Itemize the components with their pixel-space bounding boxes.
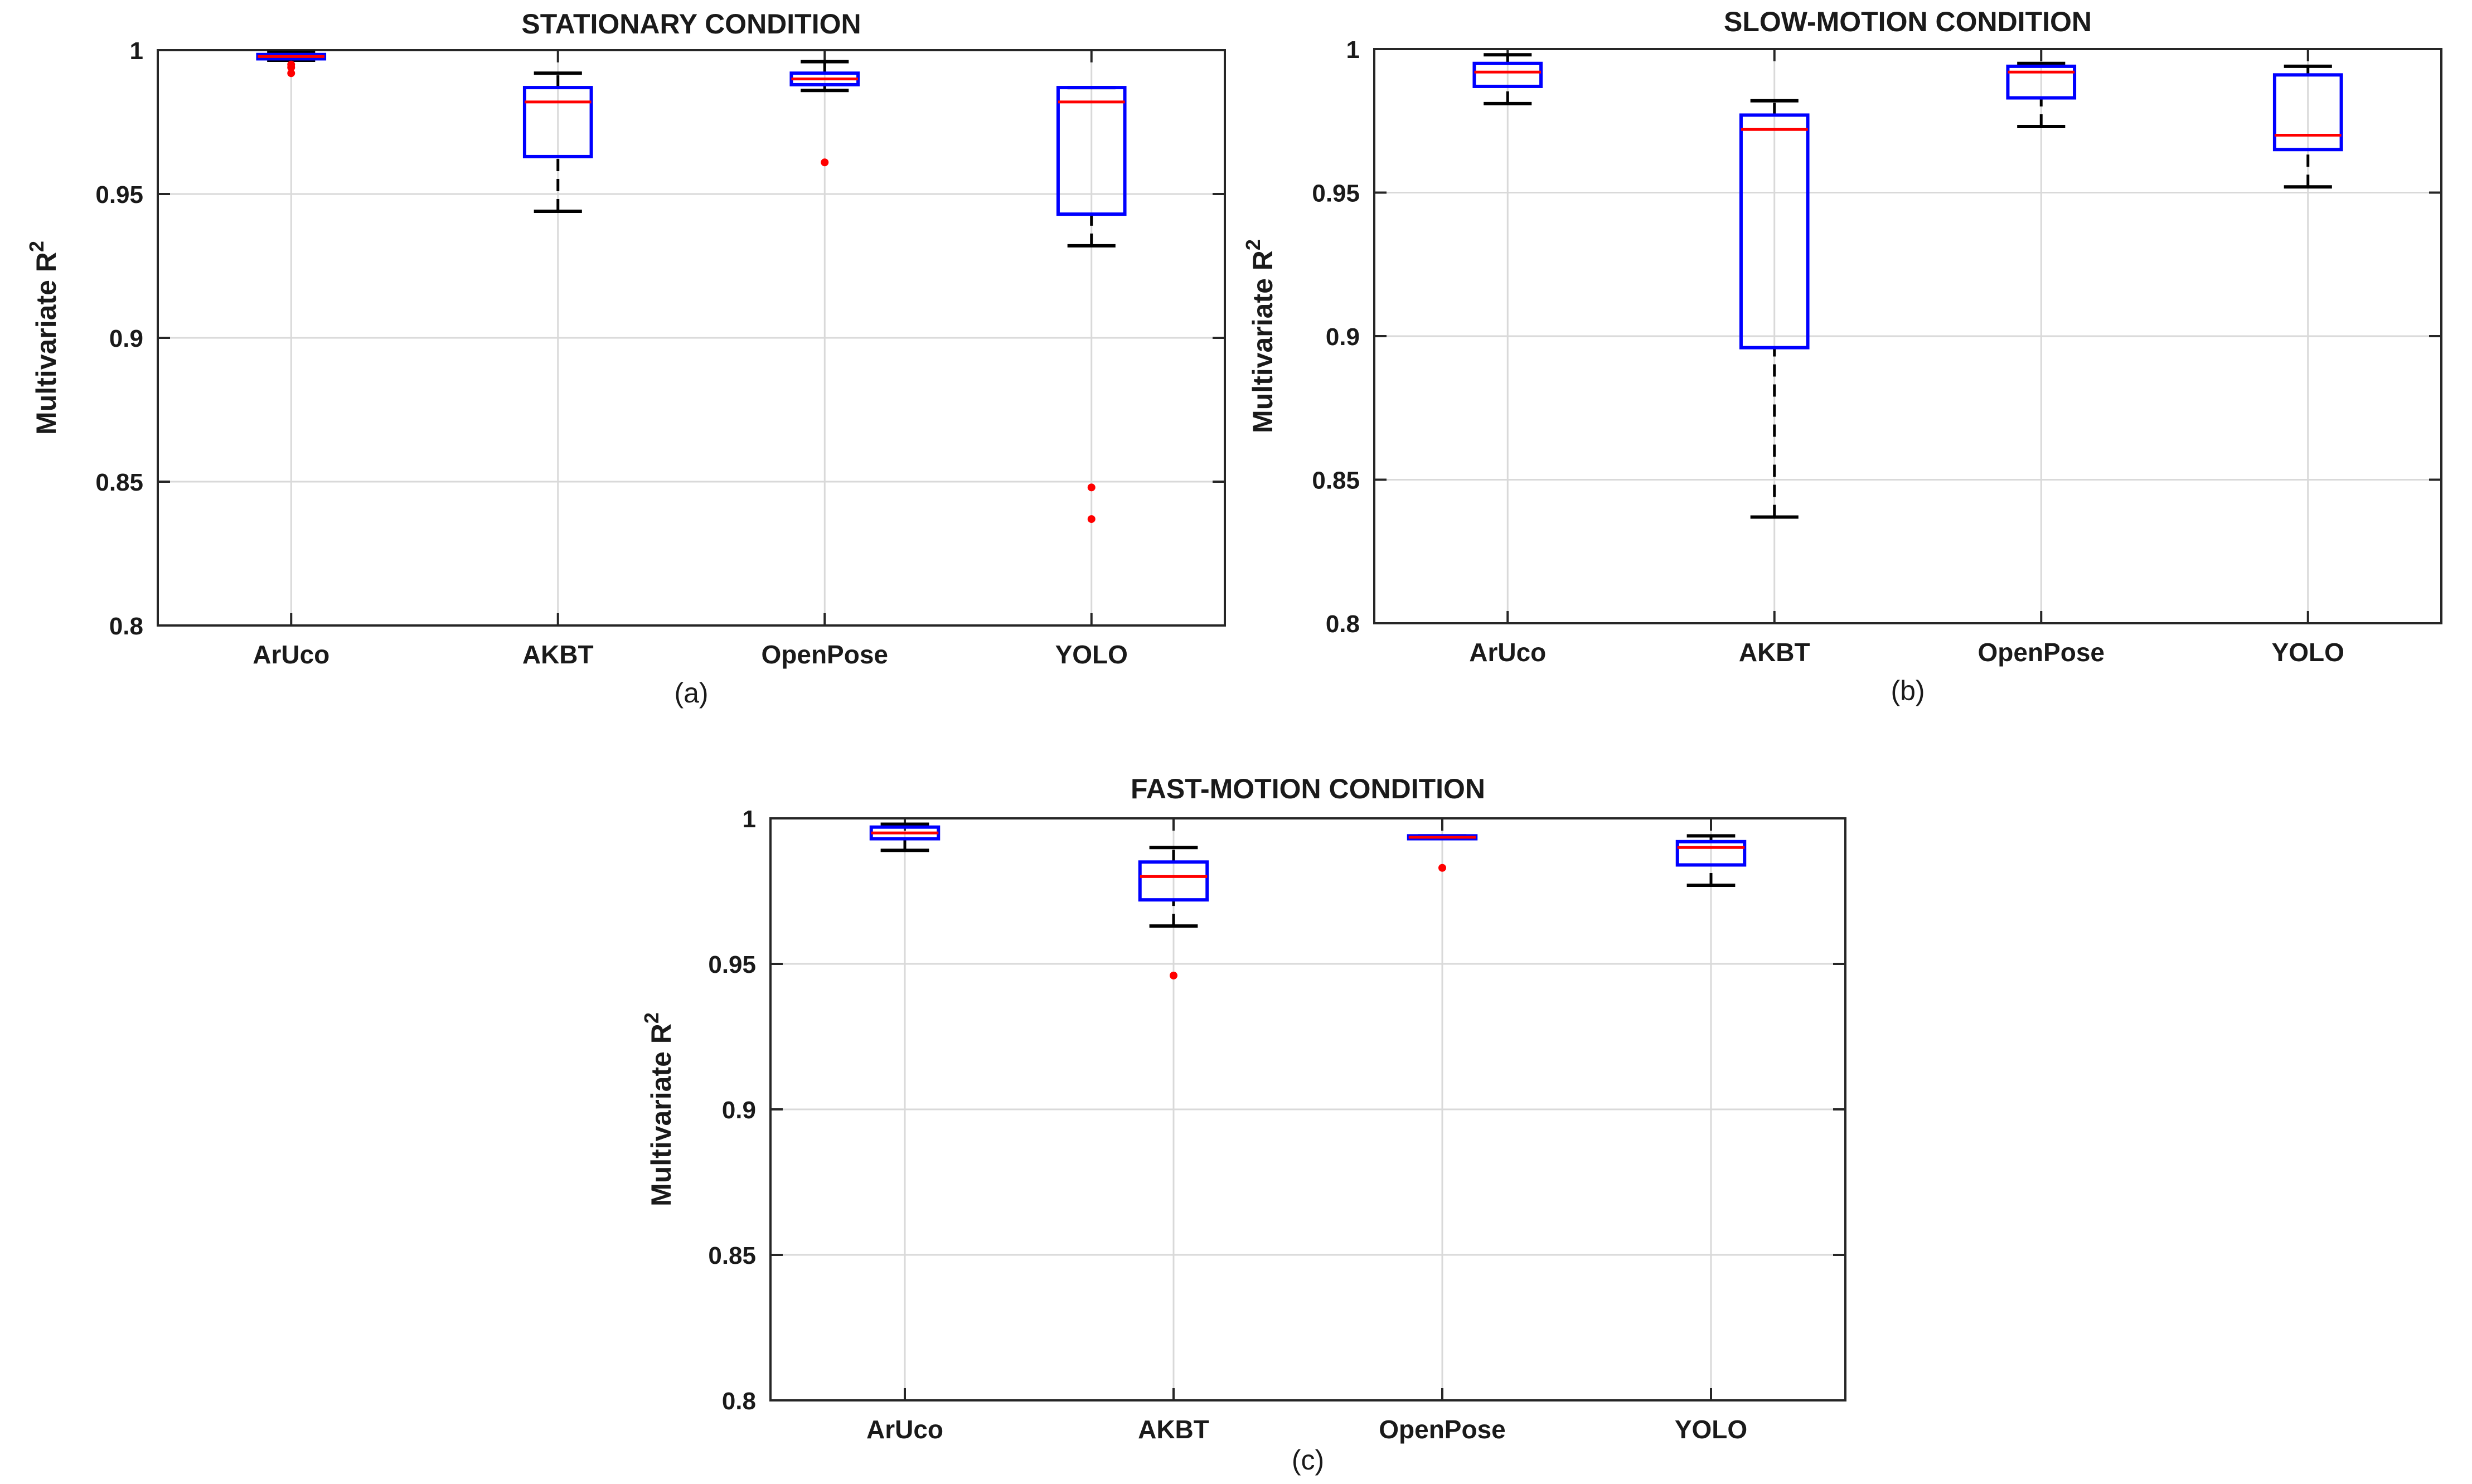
box-openpose — [789, 60, 860, 167]
box-yolo — [2272, 64, 2343, 189]
y-tick-label: 0.95 — [1312, 180, 1360, 207]
y-tick-label: 1 — [1346, 36, 1360, 64]
box-akbt — [1739, 99, 1810, 519]
outlier-point — [1087, 483, 1096, 492]
box-aruco — [256, 50, 327, 77]
y-axis-label-superscript: 2 — [640, 1012, 663, 1024]
y-axis-label: Multivariate R2 — [25, 241, 62, 435]
box-akbt — [1138, 846, 1209, 979]
chart-panel-3: 0.8 0.85 0.9 0.95 1 ArUco AKBT OpenPose YOLO FAST… — [640, 773, 1846, 1476]
x-category-label: OpenPose — [761, 640, 888, 669]
y-axis-label-superscript: 2 — [1242, 239, 1264, 250]
box-yolo — [1675, 834, 1747, 888]
x-category-label: AKBT — [1138, 1415, 1209, 1444]
y-axis-label-main: Multivariate R — [1247, 250, 1278, 433]
x-category-label: YOLO — [1675, 1415, 1747, 1444]
y-axis-label-main: Multivariate R — [646, 1024, 677, 1206]
x-category-label: ArUco — [866, 1415, 943, 1444]
y-tick-label: 0.9 — [722, 1097, 756, 1124]
y-tick-label: 0.8 — [722, 1388, 756, 1415]
gridlines — [770, 817, 1845, 1401]
y-axis-label: Multivariate R2 — [1242, 239, 1278, 433]
panel-caption: (b) — [1891, 675, 1925, 706]
x-category-label: ArUco — [253, 640, 329, 669]
outlier-point — [1170, 971, 1177, 979]
y-axis-label-main: Multivariate R — [31, 252, 62, 435]
y-tick-label: 0.85 — [1312, 467, 1360, 494]
x-category-label: ArUco — [1469, 638, 1546, 667]
chart-panel-1: 0.8 0.85 0.9 0.95 1 ArUco AKBT OpenPose YOLO STAT… — [25, 8, 1226, 709]
iqr-box — [1472, 61, 1543, 88]
box-akbt — [522, 71, 593, 213]
x-category-label: AKBT — [1739, 638, 1810, 667]
outlier-point — [1438, 864, 1446, 872]
panel-caption: (c) — [1292, 1444, 1324, 1476]
gridlines — [158, 49, 1225, 627]
y-tick-label: 1 — [130, 37, 143, 65]
box-openpose — [1407, 834, 1478, 872]
outlier-point — [287, 60, 295, 69]
y-tick-label: 0.95 — [708, 951, 756, 978]
y-axis-label: Multivariate R2 — [640, 1012, 677, 1206]
box-openpose — [2006, 61, 2077, 129]
y-axis-label-superscript: 2 — [25, 241, 48, 252]
y-tick-label: 0.85 — [95, 469, 143, 496]
chart-title: SLOW-MOTION CONDITION — [1724, 6, 2092, 37]
x-category-label: YOLO — [2272, 638, 2344, 667]
outlier-point — [287, 69, 295, 77]
iqr-box — [522, 86, 593, 158]
chart-panel-2: 0.8 0.85 0.9 0.95 1 ArUco AKBT OpenPose YOLO SLOW… — [1242, 6, 2442, 706]
iqr-box — [1138, 860, 1209, 902]
x-category-label: OpenPose — [1379, 1415, 1506, 1444]
box-aruco — [1472, 53, 1543, 105]
x-category-label: OpenPose — [1977, 638, 2105, 667]
iqr-box — [1675, 840, 1747, 867]
iqr-box — [2272, 73, 2343, 152]
y-tick-label: 0.85 — [708, 1242, 756, 1269]
y-tick-label: 0.9 — [109, 325, 143, 352]
chart-title: STATIONARY CONDITION — [521, 8, 861, 40]
iqr-box — [2006, 64, 2077, 100]
iqr-box — [1056, 86, 1127, 216]
x-category-label: YOLO — [1055, 640, 1128, 669]
outlier-point — [1087, 515, 1096, 523]
panel-caption: (a) — [674, 677, 708, 709]
outlier-point — [821, 158, 829, 167]
y-tick-label: 0.8 — [109, 613, 143, 640]
y-tick-label: 0.8 — [1326, 610, 1360, 638]
iqr-box — [1739, 113, 1810, 350]
box-yolo — [1056, 86, 1127, 523]
y-tick-label: 1 — [743, 806, 756, 833]
box-aruco — [869, 822, 941, 852]
x-category-label: AKBT — [522, 640, 594, 669]
y-tick-label: 0.95 — [95, 181, 143, 208]
chart-panels: 0.8 0.85 0.9 0.95 1 ArUco AKBT OpenPose YOLO STAT… — [25, 6, 2442, 1476]
y-tick-label: 0.9 — [1326, 323, 1360, 351]
chart-title: FAST-MOTION CONDITION — [1131, 773, 1485, 804]
